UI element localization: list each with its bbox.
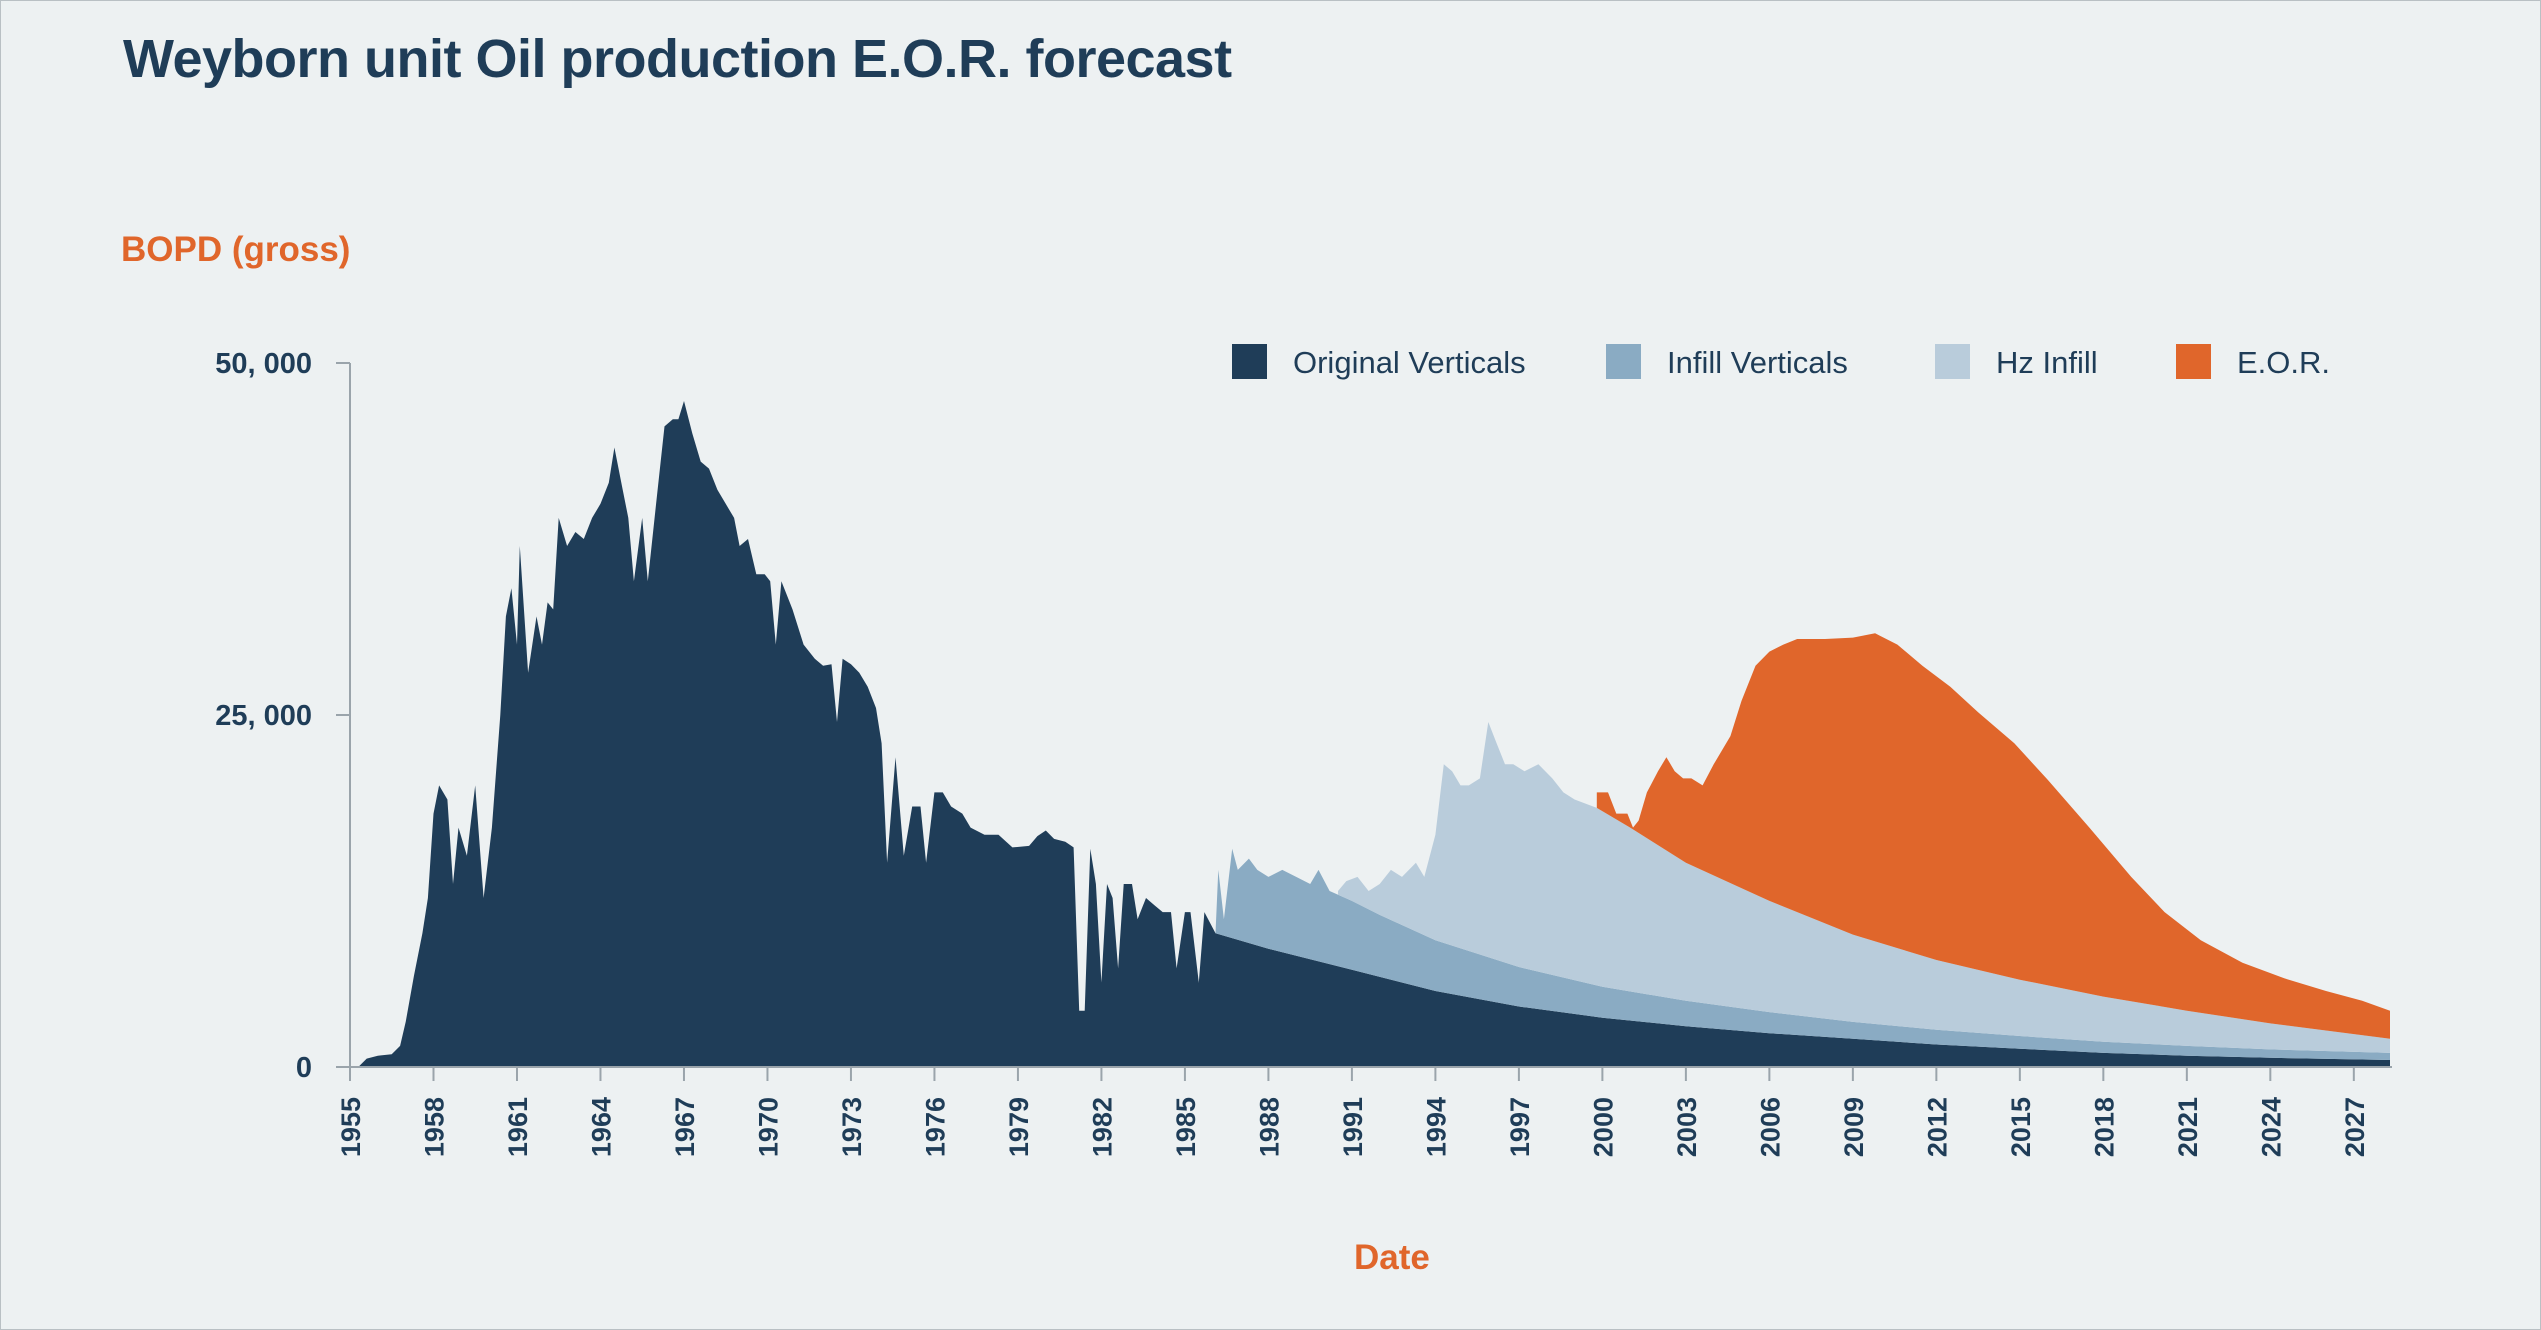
x-tick-label: 2009	[1839, 1097, 1869, 1157]
x-tick-label: 1970	[753, 1097, 783, 1157]
x-tick-label: 2015	[2006, 1097, 2036, 1157]
area-original-verticals	[358, 401, 2390, 1067]
x-tick-label: 1967	[670, 1097, 700, 1157]
x-axis-label: Date	[1354, 1238, 1430, 1277]
x-tick-label: 1973	[837, 1097, 867, 1157]
y-axis-label: BOPD (gross)	[121, 230, 351, 269]
x-tick-label: 1958	[419, 1097, 449, 1157]
legend-label-e-o-r: E.O.R.	[2237, 345, 2330, 380]
x-tick-label: 1979	[1004, 1097, 1034, 1157]
x-tick-label: 1964	[586, 1097, 616, 1157]
y-tick-label: 25, 000	[215, 700, 312, 732]
legend-swatch-infill-verticals	[1606, 344, 1641, 379]
area-infill-verticals	[1215, 848, 2390, 1060]
x-tick-label: 2006	[1755, 1097, 1785, 1157]
legend-swatch-original-verticals	[1232, 344, 1267, 379]
x-tick-label: 1955	[336, 1097, 366, 1157]
x-tick-label: 2018	[2089, 1097, 2119, 1157]
x-tick-label: 2024	[2256, 1097, 2286, 1157]
chart-title: Weyborn unit Oil production E.O.R. forec…	[123, 29, 1232, 89]
legend-label-hz-infill: Hz Infill	[1996, 345, 2098, 380]
x-tick-label: 1985	[1171, 1097, 1201, 1157]
x-tick-label: 1976	[920, 1097, 950, 1157]
legend-label-original-verticals: Original Verticals	[1293, 345, 1526, 380]
x-tick-label: 1982	[1087, 1097, 1117, 1157]
x-tick-label: 2021	[2173, 1097, 2203, 1157]
area-hz-infill	[1338, 722, 2390, 1053]
x-tick-label: 1961	[503, 1097, 533, 1157]
x-tick-label: 1988	[1254, 1097, 1284, 1157]
legend-label-infill-verticals: Infill Verticals	[1667, 345, 1848, 380]
y-tick-label: 0	[296, 1052, 312, 1084]
legend-swatch-hz-infill	[1935, 344, 1970, 379]
area-e-o-r	[1596, 633, 2390, 1039]
x-tick-label: 1994	[1421, 1097, 1451, 1157]
x-tick-label: 2000	[1588, 1097, 1618, 1157]
x-tick-label: 1991	[1338, 1097, 1368, 1157]
x-tick-label: 2012	[1922, 1097, 1952, 1157]
y-tick-label: 50, 000	[215, 348, 312, 380]
x-tick-label: 2027	[2340, 1097, 2370, 1157]
axes: 0 25, 000 50, 000 1955 1958 1961 1964 1967 1970 1…	[215, 348, 2392, 1157]
x-tick-label: 1997	[1505, 1097, 1535, 1157]
series-areas	[358, 401, 2390, 1067]
legend-swatch-e-o-r	[2176, 344, 2211, 379]
x-tick-label: 2003	[1672, 1097, 1702, 1157]
legend: Original Verticals Infill Verticals Hz Inf…	[1232, 344, 2330, 380]
